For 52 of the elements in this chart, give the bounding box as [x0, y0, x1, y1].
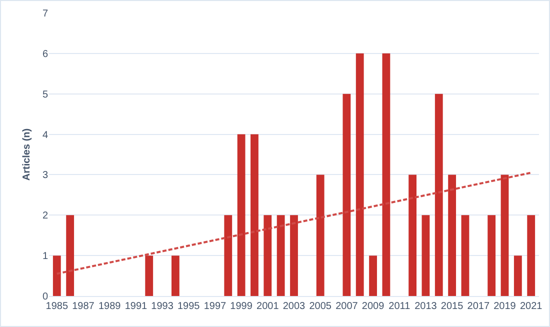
- x-tick-label: 1991: [124, 301, 148, 312]
- bar: [237, 134, 246, 296]
- y-tick-label: 1: [42, 251, 48, 262]
- x-tick-label: 2017: [467, 301, 490, 312]
- x-tick-label: 1997: [204, 301, 227, 312]
- bar: [422, 215, 430, 296]
- y-tick-label: 5: [42, 89, 48, 100]
- bar: [527, 215, 536, 296]
- bar: [369, 256, 377, 296]
- y-axis-title: Articles (n): [21, 128, 32, 181]
- bar: [500, 174, 509, 296]
- bar: [172, 256, 180, 296]
- x-tick-label: 2011: [388, 301, 411, 312]
- x-tick-label: 2013: [414, 301, 438, 312]
- x-tick-label: 2005: [309, 301, 332, 312]
- x-tick-label: 2019: [494, 301, 516, 312]
- bar: [356, 53, 364, 296]
- x-tick-label: 1987: [72, 301, 95, 312]
- x-tick-label: 2003: [282, 301, 306, 312]
- bar: [342, 94, 351, 296]
- x-tick-label: 2001: [256, 301, 280, 312]
- x-tick-label: 2015: [440, 301, 464, 312]
- bar: [264, 215, 272, 296]
- y-tick-label: 0: [42, 292, 48, 302]
- bar: [316, 174, 324, 296]
- x-tick-label: 1995: [177, 301, 200, 312]
- x-tick-label: 1989: [98, 301, 122, 312]
- bar: [448, 174, 456, 296]
- bar: [514, 256, 522, 296]
- x-tick-label: 1999: [230, 301, 253, 312]
- bar: [52, 256, 61, 296]
- y-tick-label: 2: [42, 210, 48, 222]
- x-tick-label: 2007: [336, 301, 358, 312]
- y-tick-label: 6: [42, 48, 48, 60]
- bar: [145, 256, 154, 296]
- bar: [488, 215, 496, 296]
- bar: [66, 215, 74, 296]
- bar: [276, 215, 285, 296]
- bar: [250, 134, 258, 296]
- bar: [224, 215, 232, 296]
- x-tick-label: 2021: [520, 301, 543, 312]
- x-tick-label: 1993: [151, 301, 174, 312]
- bar: [461, 215, 470, 296]
- x-tick-label: 2009: [362, 301, 385, 312]
- bar: [290, 215, 298, 296]
- y-tick-label: 4: [42, 130, 48, 141]
- y-tick-label: 3: [42, 170, 48, 182]
- bar: [382, 53, 390, 296]
- bar: [408, 174, 416, 296]
- x-tick-label: 1985: [46, 301, 68, 312]
- bar: [434, 94, 443, 296]
- y-tick-label: 7: [42, 8, 48, 20]
